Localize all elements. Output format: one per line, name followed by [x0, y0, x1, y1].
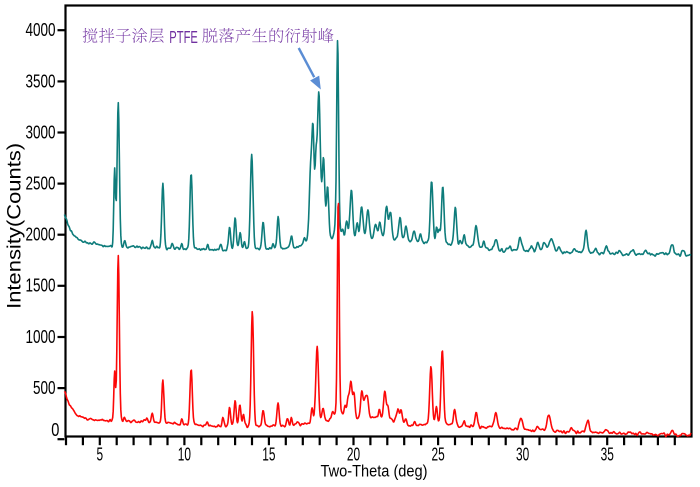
svg-text:3500: 3500 [26, 71, 56, 91]
svg-text:2500: 2500 [26, 174, 56, 194]
svg-text:2000: 2000 [26, 225, 56, 245]
svg-text:Two-Theta (deg): Two-Theta (deg) [321, 463, 428, 481]
svg-text:500: 500 [33, 378, 56, 398]
svg-text:5: 5 [97, 443, 104, 464]
svg-text:0: 0 [51, 419, 59, 440]
svg-text:10: 10 [178, 443, 191, 464]
svg-text:15: 15 [262, 443, 275, 464]
svg-text:25: 25 [432, 443, 445, 464]
svg-text:Intensity(Counts): Intensity(Counts) [4, 143, 26, 309]
svg-text:1000: 1000 [26, 327, 56, 347]
svg-text:4000: 4000 [26, 20, 56, 40]
svg-text:PTFE: PTFE [169, 27, 198, 47]
svg-text:35: 35 [601, 443, 614, 464]
svg-text:1500: 1500 [26, 276, 56, 296]
svg-text:3000: 3000 [26, 122, 56, 142]
svg-text:20: 20 [347, 443, 360, 464]
svg-text:30: 30 [516, 443, 529, 464]
